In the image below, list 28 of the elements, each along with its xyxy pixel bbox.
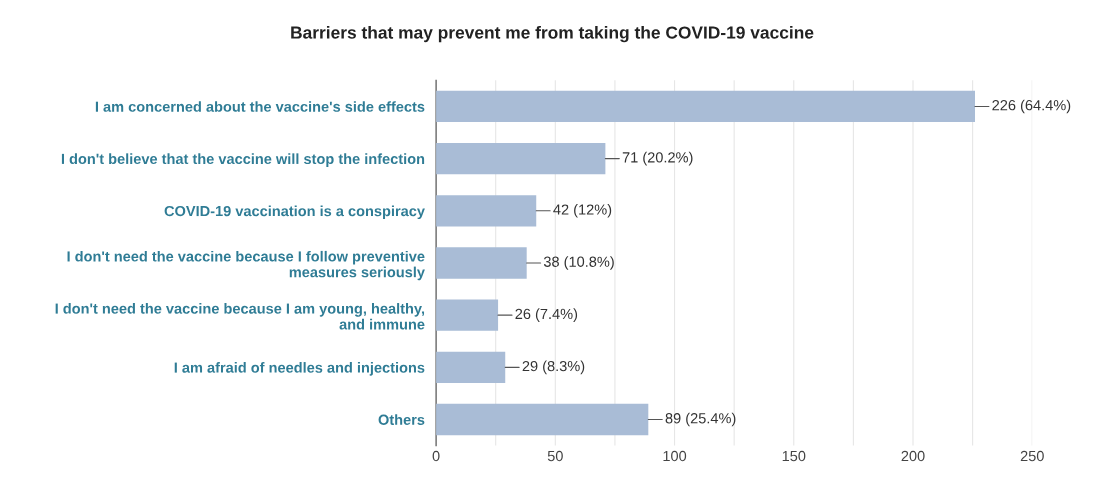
x-tick-label: 150 [782, 450, 806, 462]
x-tick-label: 200 [901, 450, 925, 462]
bar [436, 195, 537, 227]
y-tick-label: Others [378, 414, 425, 425]
bar [436, 247, 527, 279]
data-label: 226 (64.4%) [992, 99, 1071, 114]
y-tick-label: COVID-19 vaccination is a conspiracy [164, 205, 425, 220]
data-label: 89 (25.4%) [665, 412, 736, 427]
data-label: 29 (8.3%) [522, 360, 585, 375]
bar [436, 142, 606, 175]
x-tick-label: 50 [547, 450, 563, 462]
data-label: 38 (10.8%) [543, 256, 614, 270]
bar [436, 351, 506, 383]
y-tick-label: I don't need the vaccine because I follow preventive measures seriously [67, 250, 425, 281]
bar [436, 403, 649, 436]
bar [436, 90, 976, 123]
data-label: 42 (12%) [553, 204, 612, 218]
y-tick-label: I am concerned about the vaccine's side effects [95, 101, 425, 112]
x-tick-label: 100 [663, 450, 687, 462]
y-tick-label: I don't need the vaccine because I am young, healthy, and immune [55, 303, 425, 330]
y-tick-label: I don't believe that the vaccine will stop the infection [61, 153, 425, 167]
bar [436, 299, 499, 331]
x-tick-label: 0 [432, 450, 440, 462]
data-label: 71 (20.2%) [622, 151, 693, 166]
chart-title: Barriers that may prevent me from taking the COVID-19 vaccine [291, 25, 814, 43]
data-label: 26 (7.4%) [515, 308, 578, 322]
x-tick-label: 250 [1020, 450, 1044, 462]
y-tick-label: I am afraid of needles and injections [174, 362, 425, 376]
